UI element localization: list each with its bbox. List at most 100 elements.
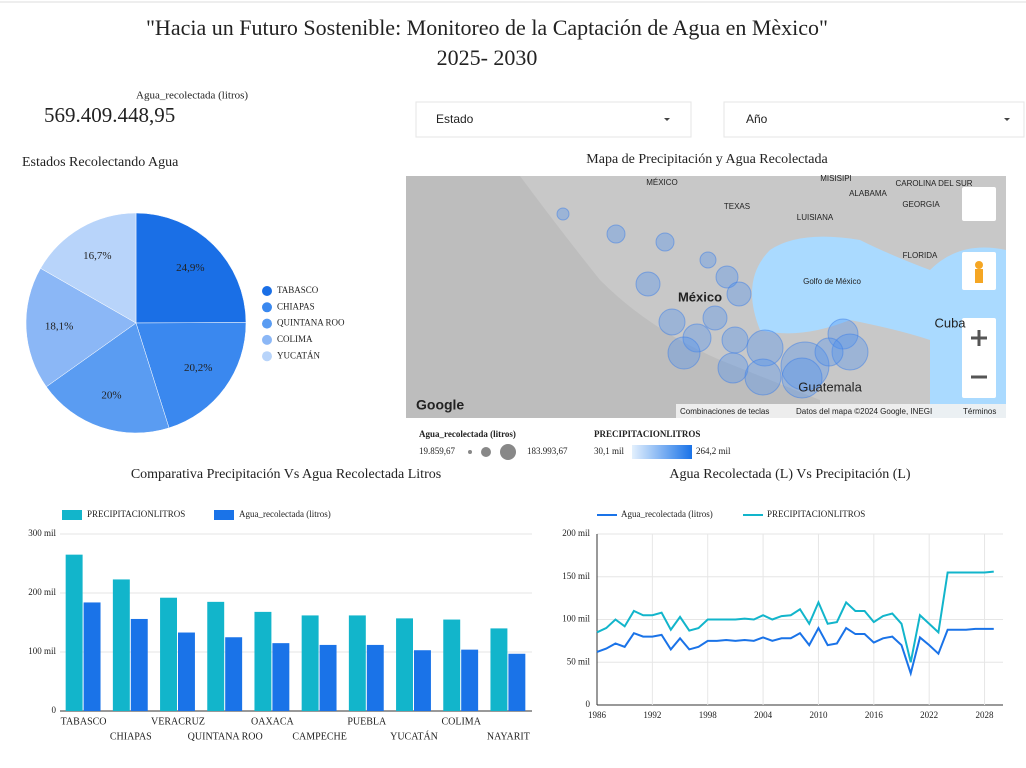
x-tick-label: NAYARIT bbox=[487, 731, 530, 742]
legend-label: YUCATÁN bbox=[277, 350, 321, 360]
bar bbox=[160, 597, 177, 711]
x-tick-label: 2016 bbox=[865, 710, 884, 720]
map-bubbles bbox=[556, 207, 869, 399]
legend-swatch bbox=[262, 302, 272, 313]
x-tick-label: 1992 bbox=[643, 710, 661, 720]
filter-anio[interactable] bbox=[723, 101, 1025, 138]
bar bbox=[65, 554, 83, 711]
y-tick-label: 200 mil bbox=[28, 587, 56, 597]
y-tick-label: 0 bbox=[52, 705, 57, 715]
legend-label: CHIAPAS bbox=[277, 301, 315, 311]
map-label: MISISIPI bbox=[820, 174, 852, 183]
dropdown-arrow[interactable] bbox=[1004, 118, 1010, 121]
map[interactable]: MÉXICO MISISIPI ALABAMA GEORGIA CAROLINA DEL… bbox=[406, 174, 1006, 418]
map-label: GEORGIA bbox=[902, 200, 940, 209]
bar bbox=[272, 643, 290, 711]
y-tick-label: 0 bbox=[586, 699, 591, 709]
map-legend-min: 30,1 mil bbox=[594, 446, 625, 456]
y-tick-label: 150 mil bbox=[562, 571, 590, 581]
fullscreen-button[interactable] bbox=[962, 187, 996, 221]
chart-title: Comparativa Precipitación Vs Agua Recole… bbox=[131, 467, 441, 482]
map-label: ALABAMA bbox=[849, 189, 887, 198]
legend-label: COLIMA bbox=[277, 334, 313, 344]
legend-swatch bbox=[262, 351, 272, 362]
pie-slice bbox=[135, 212, 247, 324]
pie-slice bbox=[25, 267, 137, 388]
legend-label: PRECIPITACIONLITROS bbox=[87, 509, 185, 519]
zoom-control[interactable] bbox=[962, 318, 996, 398]
map-footer-text: Datos del mapa ©2024 Google, INEGI bbox=[796, 407, 932, 416]
bar bbox=[319, 644, 337, 711]
map-legend-min: 19.859,67 bbox=[419, 446, 456, 456]
legend-swatch bbox=[62, 510, 82, 520]
y-tick-label: 300 mil bbox=[28, 528, 56, 538]
map-footer-text: Google bbox=[416, 397, 464, 413]
bar bbox=[301, 615, 319, 711]
pie-slice bbox=[135, 322, 247, 429]
map-legend-max: 183.993,67 bbox=[527, 446, 568, 456]
bar bbox=[508, 653, 526, 711]
legend-label: Agua_recolectada (litros) bbox=[239, 509, 331, 519]
x-tick-label: 2010 bbox=[809, 710, 828, 720]
dropdown-arrow[interactable] bbox=[664, 118, 670, 121]
legend-swatch bbox=[262, 334, 272, 345]
legend-swatch bbox=[262, 318, 272, 329]
line-series bbox=[596, 625, 994, 677]
map-label: Cuba bbox=[934, 315, 966, 330]
x-tick-label: QUINTANA ROO bbox=[188, 731, 263, 742]
pie-label: 16,7% bbox=[83, 250, 111, 262]
zoom-icons[interactable] bbox=[971, 330, 987, 379]
x-tick-label: 2028 bbox=[976, 710, 995, 720]
legend-label: PRECIPITACIONLITROS bbox=[767, 509, 865, 519]
map-label: LUISIANA bbox=[797, 213, 834, 222]
bar bbox=[112, 579, 130, 711]
map-footer-text: Términos bbox=[963, 407, 996, 416]
bar bbox=[443, 619, 461, 711]
filter-label[interactable]: Año bbox=[746, 112, 768, 126]
line-series bbox=[596, 570, 994, 663]
x-tick-label: TABASCO bbox=[61, 716, 107, 727]
map-label: TEXAS bbox=[724, 202, 750, 211]
x-tick-label: COLIMA bbox=[441, 716, 481, 727]
map-label: CAROLINA DEL SUR bbox=[895, 179, 972, 188]
map-legend-title: Agua_recolectada (litros) bbox=[419, 429, 516, 439]
bar bbox=[414, 650, 431, 711]
x-tick-label: VERACRUZ bbox=[151, 716, 205, 727]
x-tick-label: YUCATÁN bbox=[390, 730, 438, 742]
pie-slice bbox=[45, 322, 170, 434]
pie-label: 18,1% bbox=[45, 320, 73, 332]
bar bbox=[461, 649, 479, 711]
map-legend-title: PRECIPITACIONLITROS bbox=[594, 429, 700, 439]
x-tick-label: 1986 bbox=[588, 710, 607, 720]
legend-swatch bbox=[262, 286, 272, 296]
pie-slice bbox=[40, 212, 137, 324]
bar bbox=[83, 602, 101, 711]
filter-label[interactable]: Estado bbox=[436, 112, 474, 126]
bar bbox=[490, 628, 508, 711]
filter-estado[interactable] bbox=[415, 101, 692, 138]
map-label: México bbox=[678, 289, 722, 304]
map-legend-max: 264,2 mil bbox=[696, 446, 731, 456]
bar bbox=[225, 637, 243, 711]
x-tick-label: PUEBLA bbox=[347, 716, 387, 727]
y-tick-label: 100 mil bbox=[562, 614, 590, 624]
chart-title: Estados Recolectando Agua bbox=[22, 155, 179, 170]
x-tick-label: CAMPECHE bbox=[292, 731, 346, 742]
x-tick-label: 2022 bbox=[920, 710, 938, 720]
x-tick-label: 1998 bbox=[699, 710, 718, 720]
bar bbox=[207, 601, 225, 711]
map-footer-text: Combinaciones de teclas bbox=[680, 407, 769, 416]
y-tick-label: 50 mil bbox=[567, 656, 591, 666]
bar bbox=[178, 632, 195, 711]
y-tick-label: 200 mil bbox=[562, 528, 590, 538]
bar bbox=[366, 644, 384, 711]
pegman[interactable] bbox=[975, 261, 983, 269]
bar bbox=[396, 618, 413, 711]
title: "Hacia un Futuro Sostenible: Monitoreo d… bbox=[146, 15, 828, 40]
map-label: Golfo de México bbox=[803, 277, 861, 286]
pegman[interactable] bbox=[975, 269, 983, 283]
map-label: MÉXICO bbox=[646, 178, 678, 187]
y-tick-label: 100 mil bbox=[28, 646, 56, 656]
subtitle: 2025- 2030 bbox=[437, 45, 538, 70]
